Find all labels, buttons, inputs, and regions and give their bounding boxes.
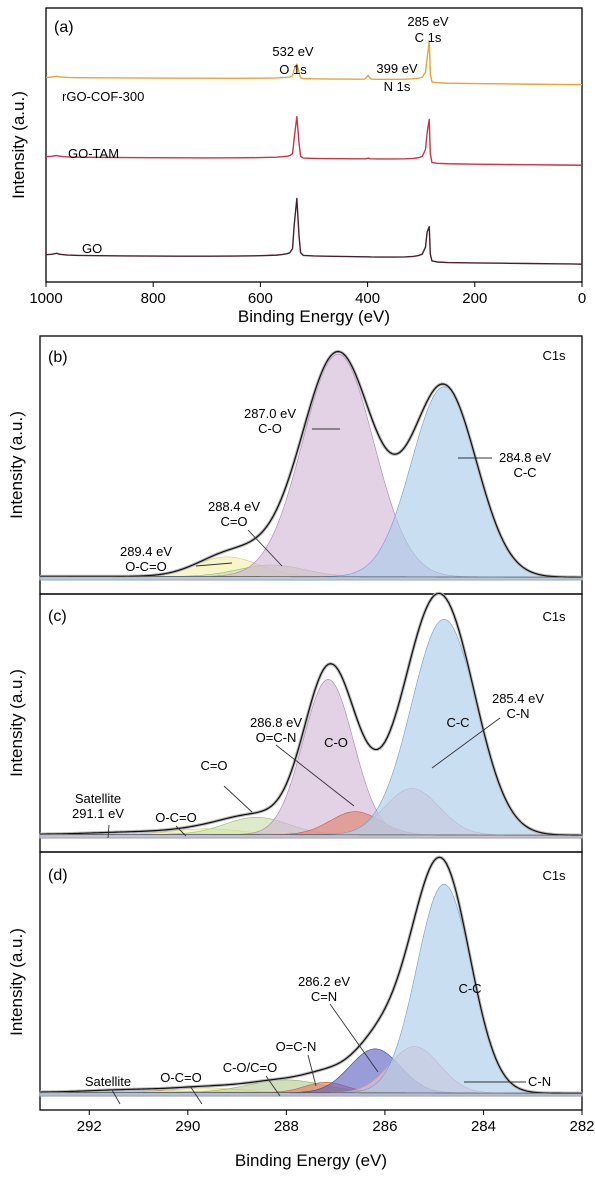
panel-d-x-tick-label: 282 (569, 1118, 594, 1135)
panel-c-plot (39, 591, 583, 839)
annotation-c-cc: C-C (446, 715, 469, 730)
annotation-d-co-c-double-o: C-O/C=O (223, 1060, 278, 1075)
annotation-c-satellite-energy: 291.1 eV (72, 806, 124, 821)
annotation-b-co-energy: 287.0 eV (244, 406, 296, 421)
arrow-d-c-double-n (329, 1003, 379, 1073)
arrow-d-satellite (111, 1089, 121, 1105)
annotation-c-ocn-energy: 286.8 eV (250, 715, 302, 730)
arrow-b-c-double-o (247, 529, 283, 567)
panel-a-x-tick-label: 0 (578, 290, 586, 307)
panel-a-x-tick-label: 200 (462, 290, 487, 307)
panel-d-y-axis-label: Intensity (a.u.) (7, 928, 26, 1036)
panel-d-x-tick-label: 286 (372, 1118, 397, 1135)
panel-d-frame (39, 851, 583, 1111)
arrow-c-ocn (275, 744, 355, 807)
annotation-d-cn: C-N (528, 1074, 551, 1089)
panel-b-y-axis-label: Intensity (a.u.) (7, 411, 26, 519)
annotation-b-o-c-double-o-species: O-C=O (125, 559, 167, 574)
panel-a-x-tick-label: 400 (355, 290, 380, 307)
panel-d-x-axis-label: Binding Energy (eV) (235, 1151, 387, 1170)
panel-a: (a) Intensity (a.u.) Binding Energy (eV)… (9, 7, 586, 326)
panel-a-x-ticks: 1000 800 600 400 200 0 (29, 282, 586, 307)
series-line-go (45, 197, 583, 265)
annotation-b-c-double-o-species: C=O (220, 514, 247, 529)
panel-b-corner-label: C1s (542, 348, 566, 363)
annotation-b-co-species: C-O (258, 421, 282, 436)
annotation-c-o-c-double-o: O-C=O (155, 810, 197, 825)
arrow-c-o-c-double-o (175, 825, 187, 837)
series-label-go-tam: GO-TAM (68, 146, 119, 161)
annotation-c-cn-energy: 285.4 eV (492, 691, 544, 706)
annotation-b-c-double-o-energy: 288.4 eV (208, 499, 260, 514)
fit-envelope-line (39, 856, 583, 1094)
panel-d-x-ticks: 292 290 288 286 284 282 (77, 1110, 595, 1135)
annotation-o1s-energy: 532 eV (272, 44, 314, 59)
fit-envelope-line (39, 592, 583, 836)
arrow-c-c-double-o (223, 785, 253, 813)
panel-a-x-tick-label: 1000 (29, 290, 62, 307)
panel-b: (b) C1s Intensity (a.u.) 284.8 eV C-C 28… (7, 335, 583, 595)
panel-d-plot (39, 855, 583, 1097)
annotation-b-cc-species: C-C (513, 465, 536, 480)
panel-d-x-tick-label: 288 (274, 1118, 299, 1135)
annotation-c-cn-species: C-N (506, 706, 529, 721)
arrow-b-o-c-double-o (195, 562, 233, 567)
panel-d-x-tick-label: 292 (77, 1118, 102, 1135)
panel-a-x-tick-label: 600 (248, 290, 273, 307)
panel-a-frame (45, 7, 583, 283)
background-line (40, 575, 583, 578)
annotation-d-c-double-n-species: C=N (311, 989, 337, 1004)
annotation-c-ocn-species: O=C-N (256, 730, 297, 745)
series-line-go-tam (45, 115, 583, 166)
background-line (40, 1091, 583, 1094)
panel-a-y-axis-label: Intensity (a.u.) (9, 91, 28, 199)
annotation-c1s-energy: 285 eV (407, 14, 449, 29)
arrow-d-ocn (307, 1054, 317, 1087)
annotation-c-satellite-name: Satellite (75, 791, 121, 806)
annotation-d-cc: C-C (458, 981, 481, 996)
annotation-c-co: C-O (324, 735, 348, 750)
annotation-d-satellite: Satellite (85, 1074, 131, 1089)
annotation-n1s-energy: 399 eV (376, 61, 418, 76)
panel-a-x-axis-label: Binding Energy (eV) (238, 307, 390, 326)
annotation-b-o-c-double-o-energy: 289.4 eV (120, 544, 172, 559)
panel-d: (d) C1s Intensity (a.u.) Binding Energy … (7, 851, 595, 1170)
panel-c-y-axis-label: Intensity (a.u.) (7, 669, 26, 777)
background-line (40, 833, 583, 836)
panel-d-label: (d) (48, 867, 68, 884)
arrow-c-cn (431, 717, 501, 769)
annotation-d-ocn: O=C-N (276, 1039, 317, 1054)
panel-a-x-tick-label: 800 (141, 290, 166, 307)
arrow-d-co-c-double-o (265, 1075, 281, 1097)
panel-c-label: (c) (48, 608, 67, 625)
arrow-c-satellite (107, 824, 110, 839)
annotation-o1s-species: O 1s (279, 62, 307, 77)
panel-b-label: (b) (48, 349, 68, 366)
panel-a-series (45, 40, 583, 265)
annotation-c1s-species: C 1s (415, 30, 442, 45)
annotation-d-c-double-n-energy: 286.2 eV (298, 974, 350, 989)
panel-d-x-tick-label: 290 (175, 1118, 200, 1135)
annotation-c-c-double-o: C=O (200, 758, 227, 773)
series-label-rgo-cof-300: rGO-COF-300 (62, 89, 144, 104)
annotation-n1s-species: N 1s (384, 79, 411, 94)
panel-c: (c) C1s Intensity (a.u.) C-C C-O 285.4 e… (7, 591, 583, 853)
arrow-d-o-c-double-o (189, 1085, 203, 1105)
series-label-go: GO (82, 241, 102, 256)
annotation-b-cc-energy: 284.8 eV (499, 450, 551, 465)
panel-d-corner-label: C1s (542, 868, 566, 883)
panel-b-plot (39, 349, 583, 581)
series-line-rgo-cof-300 (45, 40, 583, 86)
panel-a-label: (a) (54, 19, 74, 36)
annotation-d-o-c-double-o: O-C=O (160, 1070, 202, 1085)
panel-d-x-tick-label: 284 (471, 1118, 496, 1135)
panel-c-corner-label: C1s (542, 609, 566, 624)
